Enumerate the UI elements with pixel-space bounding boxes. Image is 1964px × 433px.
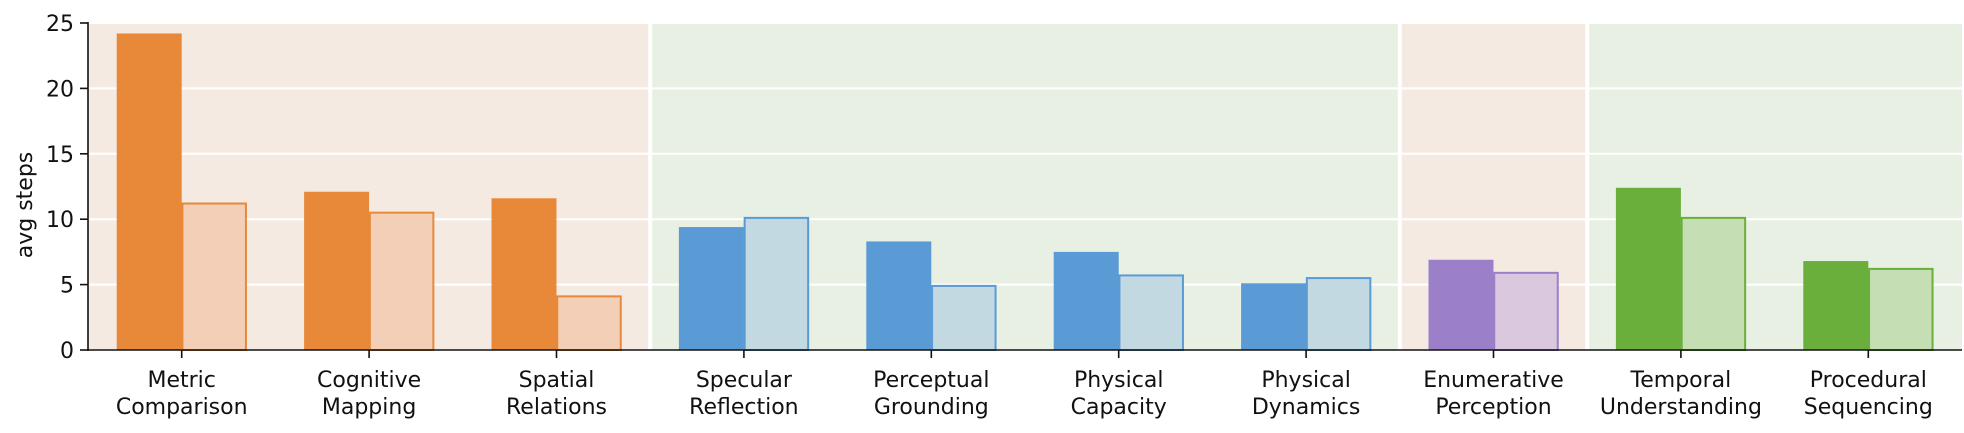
x-tick-label: Perception [1435,395,1551,420]
x-tick-label: Spatial [519,368,595,393]
x-tick-label: Metric [147,368,215,393]
bar-solid [491,198,557,350]
x-tick-label: Reflection [689,395,798,420]
y-tick-label: 0 [60,339,74,364]
bar-solid [1053,251,1119,350]
y-tick-label: 15 [46,143,74,168]
y-tick-label: 20 [46,77,74,102]
bar-light [931,284,997,351]
x-tick-label: Mapping [322,395,416,420]
bar-light [1680,216,1747,351]
x-tick-label: Sequencing [1804,395,1933,420]
group-backgrounds [88,23,1962,350]
x-tick-label: Physical [1074,368,1164,393]
bar-solid [304,191,370,350]
group-separators [648,23,1590,350]
bar-solid [678,227,744,350]
x-tick-label: Enumerative [1423,368,1564,393]
bar-light [1305,277,1372,351]
bar-solid [1615,187,1681,350]
x-tick-label: Grounding [874,395,989,420]
bars [116,33,1934,352]
bar-light [556,295,622,352]
x-tick-label: Procedural [1810,368,1927,393]
x-tick-label: Temporal [1630,368,1732,393]
bar-solid [1428,259,1494,350]
x-tick-label: Physical [1261,368,1351,393]
bar-light [1868,267,1934,351]
y-tick-label: 25 [46,12,74,37]
x-tick-label: Dynamics [1252,395,1361,420]
y-axis-label: avg steps [13,152,38,259]
bar-solid [1241,283,1307,350]
x-tick-label: Understanding [1600,395,1762,420]
x-tick-label: Relations [506,395,607,420]
y-tick-label: 5 [60,274,74,299]
bar-light [1118,274,1184,351]
x-tick-label: Specular [696,368,793,393]
bar-light [181,202,247,351]
x-tick-label: Cognitive [317,368,421,393]
axes [80,22,1962,358]
bar-solid [866,241,932,350]
y-tick-label: 10 [46,208,74,233]
x-tick-label: Comparison [116,395,248,420]
bar-solid [116,33,182,351]
x-tick-label: Perceptual [873,368,989,393]
bar-light [743,216,810,351]
bar-light [1493,271,1559,351]
bar-light [368,211,435,351]
bar-solid [1803,261,1869,350]
x-tick-label: Capacity [1071,395,1167,420]
